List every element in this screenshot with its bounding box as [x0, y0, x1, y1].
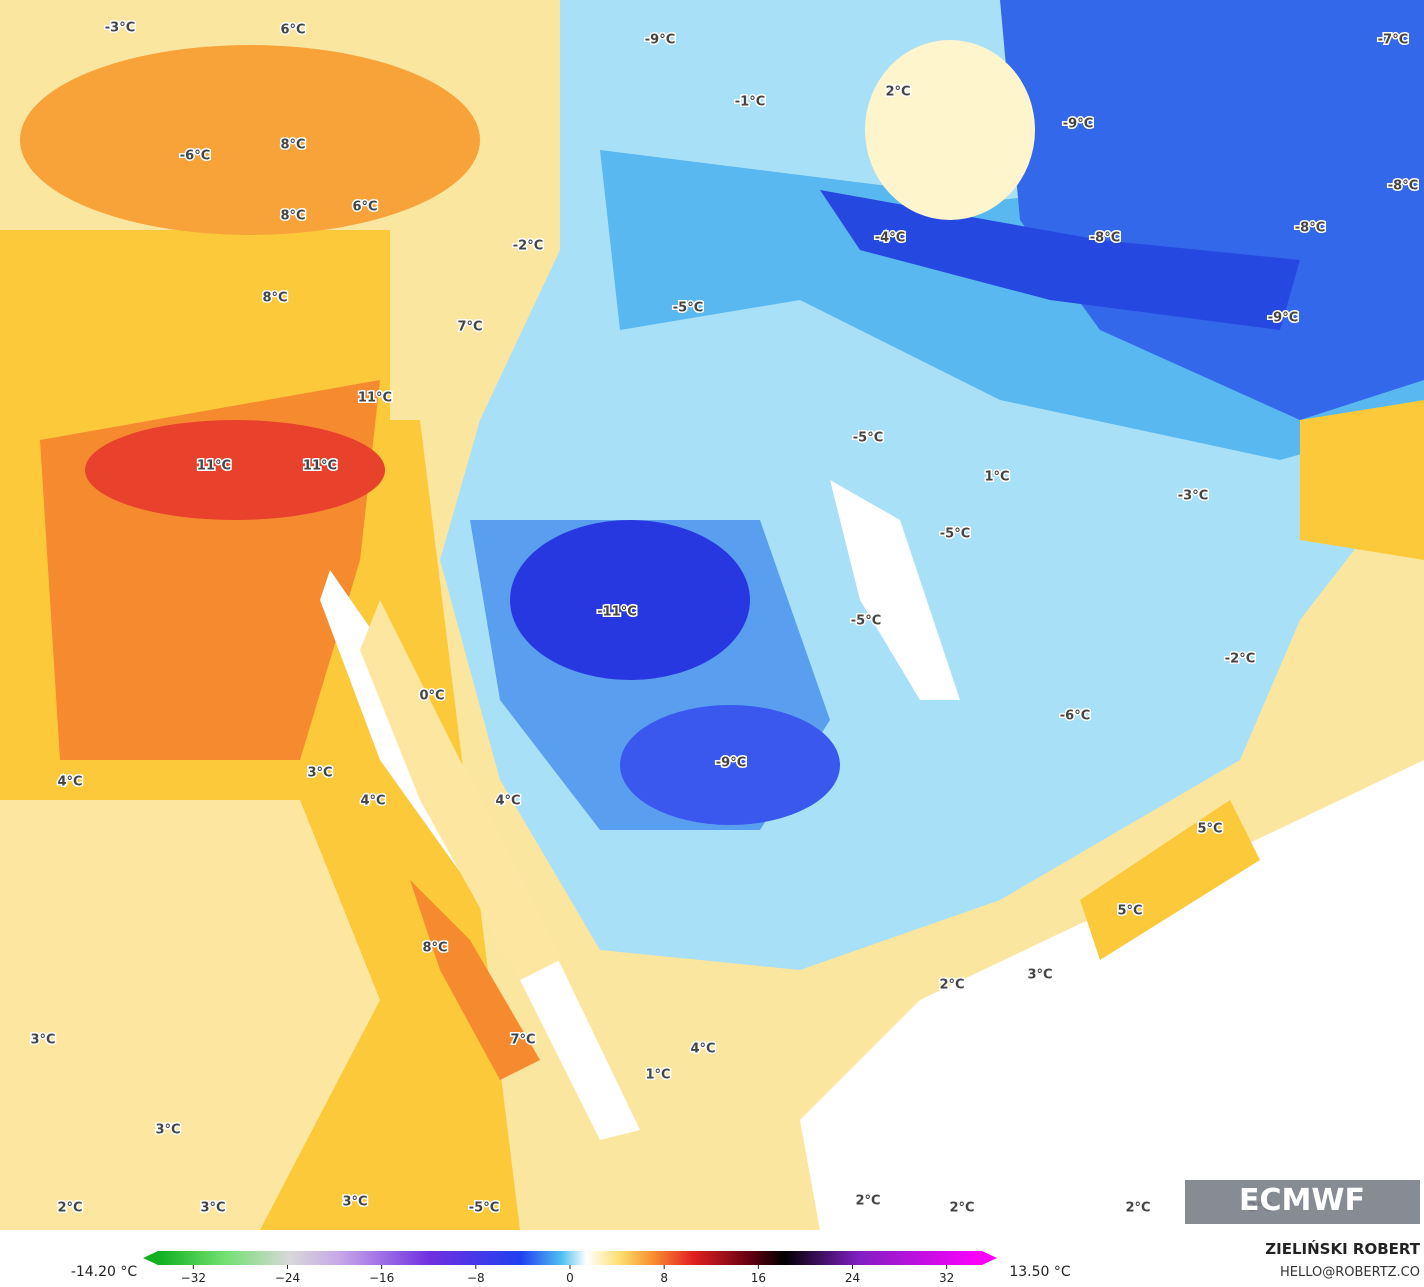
colorbar-ticks: −32 −24 −16 −8 0 8 16 24 32: [181, 1265, 954, 1285]
colorbar-tick-label: −8: [467, 1271, 485, 1285]
temperature-label: -8°C: [1295, 221, 1325, 236]
temperature-label: 2°C: [949, 1201, 974, 1216]
temperature-label: 3°C: [307, 766, 332, 781]
temperature-label: -9°C: [1268, 311, 1298, 326]
temperature-label: 3°C: [155, 1123, 180, 1138]
temperature-label: 6°C: [280, 23, 305, 38]
temperature-label: -3°C: [1178, 489, 1208, 504]
temperature-label: -7°C: [1378, 33, 1408, 48]
temperature-label: -8°C: [1388, 179, 1418, 194]
colorbar: [158, 1251, 982, 1265]
temperature-label: 3°C: [200, 1201, 225, 1216]
temperature-label: 11°C: [358, 391, 392, 406]
author: ZIELIŃSKI ROBERT: [1265, 1239, 1420, 1258]
map-background: [0, 0, 1424, 1230]
temperature-label: -5°C: [940, 527, 970, 542]
colorbar-tick-label: 0: [566, 1271, 574, 1285]
temperature-label: 0°C: [419, 689, 444, 704]
temperature-label: 3°C: [342, 1195, 367, 1210]
temperature-label: 3°C: [1027, 968, 1052, 983]
colorbar-max: 13.50 °C: [1009, 1264, 1071, 1280]
temperature-label: 4°C: [57, 775, 82, 790]
temperature-label: -9°C: [1063, 117, 1093, 132]
temperature-label: -9°C: [716, 756, 746, 771]
temperature-label: 8°C: [280, 138, 305, 153]
temperature-label: 5°C: [1197, 822, 1222, 837]
colorbar-tick-label: 8: [660, 1271, 668, 1285]
temperature-label: -9°C: [645, 33, 675, 48]
colorbar-min: -14.20 °C: [71, 1264, 138, 1280]
colorbar-high-arrow: [982, 1251, 997, 1265]
temperature-label: 4°C: [495, 794, 520, 809]
email: HELLO@ROBERTZ.CO: [1280, 1265, 1420, 1280]
temperature-label: -5°C: [851, 614, 881, 629]
temperature-label: -2°C: [1225, 652, 1255, 667]
temperature-labels: 6°C -3°C -9°C 2°C -7°C -1°C -9°C -6°C 8°C -8°C 8°C…: [29, 19, 1420, 1217]
temperature-label: 2°C: [855, 1194, 880, 1209]
colorbar-tick-label: −32: [181, 1271, 206, 1285]
temperature-label: 8°C: [422, 941, 447, 956]
temperature-label: -8°C: [1090, 231, 1120, 246]
temperature-label: 7°C: [510, 1033, 535, 1048]
temperature-label: 7°C: [457, 320, 482, 335]
colorbar-tick-label: 32: [939, 1271, 954, 1285]
temperature-label: 1°C: [984, 470, 1009, 485]
colorbar-tick-label: 16: [751, 1271, 766, 1285]
temperature-label: 2°C: [57, 1201, 82, 1216]
temperature-label: -1°C: [735, 95, 765, 110]
temperature-label: 6°C: [352, 200, 377, 215]
colorbar-tick-label: 24: [845, 1271, 860, 1285]
temperature-label: 11°C: [197, 459, 231, 474]
logo-box: [1185, 1180, 1420, 1224]
temperature-label: 8°C: [262, 291, 287, 306]
temperature-label: -4°C: [875, 231, 905, 246]
temperature-label: 11°C: [303, 459, 337, 474]
temperature-label: 5°C: [1117, 904, 1142, 919]
temperature-label: 4°C: [360, 794, 385, 809]
colorbar-tick-label: −24: [275, 1271, 300, 1285]
logo: ECMWF: [1239, 1183, 1365, 1218]
temperature-label: -5°C: [469, 1201, 499, 1216]
temperature-label: 1°C: [645, 1068, 670, 1083]
temperature-label: -2°C: [513, 239, 543, 254]
temperature-label: -3°C: [105, 21, 135, 36]
temperature-label: 8°C: [280, 209, 305, 224]
temperature-label: -6°C: [1060, 709, 1090, 724]
temperature-label: -11°C: [597, 605, 637, 620]
temperature-label: 2°C: [885, 85, 910, 100]
colorbar-low-arrow: [143, 1251, 158, 1265]
temperature-label: 3°C: [30, 1033, 55, 1048]
temperature-label: 2°C: [1125, 1201, 1150, 1216]
colorbar-tick-label: −16: [369, 1271, 394, 1285]
temperature-label: 2°C: [939, 978, 964, 993]
temperature-label: -6°C: [180, 149, 210, 164]
temperature-label: -5°C: [673, 301, 703, 316]
temperature-label: 4°C: [690, 1042, 715, 1057]
temperature-label: -5°C: [853, 431, 883, 446]
